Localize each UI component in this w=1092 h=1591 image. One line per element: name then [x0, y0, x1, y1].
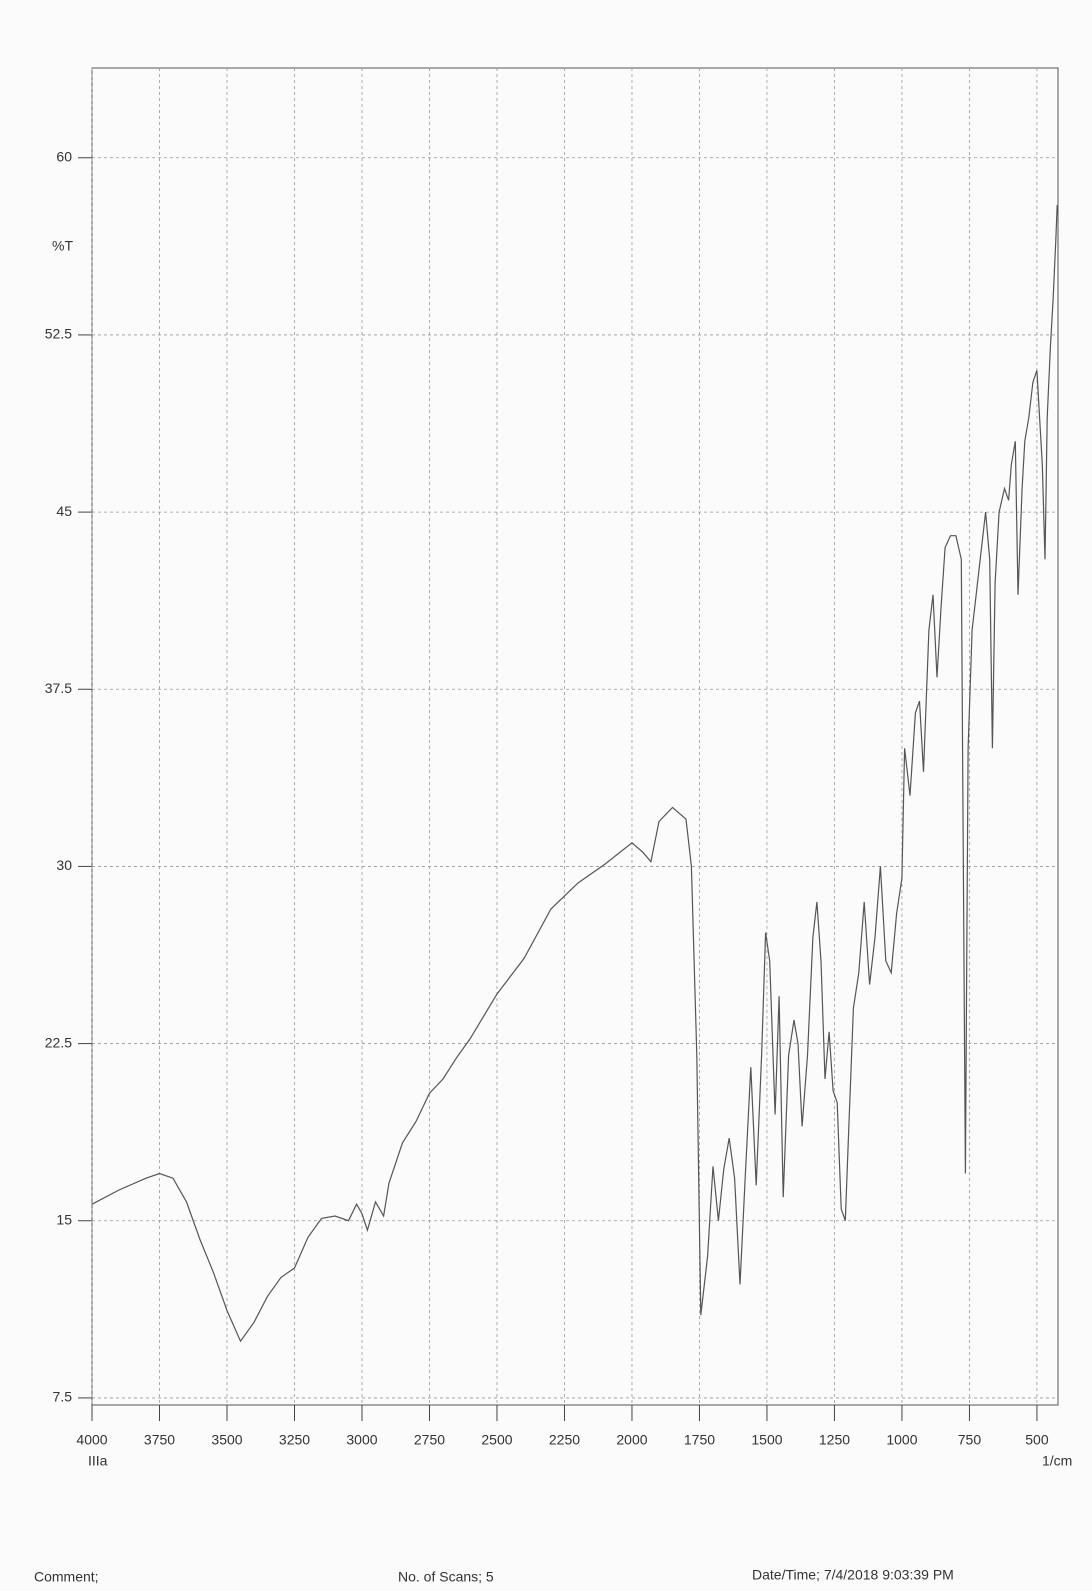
x-tick-label: 3250 [279, 1432, 310, 1448]
y-tick-label: 22.5 [45, 1034, 72, 1050]
x-tick-label: 1500 [751, 1432, 782, 1448]
y-tick-label: 30 [56, 857, 72, 873]
footer-scans: No. of Scans; 5 [398, 1569, 494, 1585]
y-tick-label: 7.5 [53, 1389, 73, 1405]
x-tick-label: 2250 [549, 1432, 580, 1448]
y-tick-label: 52.5 [45, 326, 72, 342]
x-tick-label: 500 [1025, 1432, 1049, 1448]
y-tick-label: 37.5 [45, 680, 72, 696]
x-tick-label: 2500 [481, 1432, 512, 1448]
x-tick-label: 1750 [684, 1432, 715, 1448]
x-tick-label: 3750 [144, 1432, 175, 1448]
footer-comment: Comment; [34, 1569, 99, 1585]
y-tick-label: 15 [56, 1211, 72, 1227]
y-axis-label: %T [52, 238, 73, 254]
y-tick-label: 45 [56, 503, 72, 519]
x-tick-label: 2750 [414, 1432, 445, 1448]
x-tick-label: 2000 [616, 1432, 647, 1448]
y-tick-label: 60 [56, 148, 72, 164]
x-axis-label: 1/cm [1042, 1453, 1072, 1469]
x-tick-label: 750 [958, 1432, 982, 1448]
sample-label: IIIa [88, 1453, 108, 1469]
spectrum-line [91, 204, 1058, 1343]
x-tick-label: 1000 [886, 1432, 917, 1448]
x-tick-label: 4000 [76, 1432, 107, 1448]
x-tick-label: 1250 [819, 1432, 850, 1448]
footer-datetime: Date/Time; 7/4/2018 9:03:39 PM [752, 1567, 954, 1583]
x-tick-label: 3000 [346, 1432, 377, 1448]
plot-frame [91, 67, 1059, 1406]
x-tick-label: 3500 [211, 1432, 242, 1448]
